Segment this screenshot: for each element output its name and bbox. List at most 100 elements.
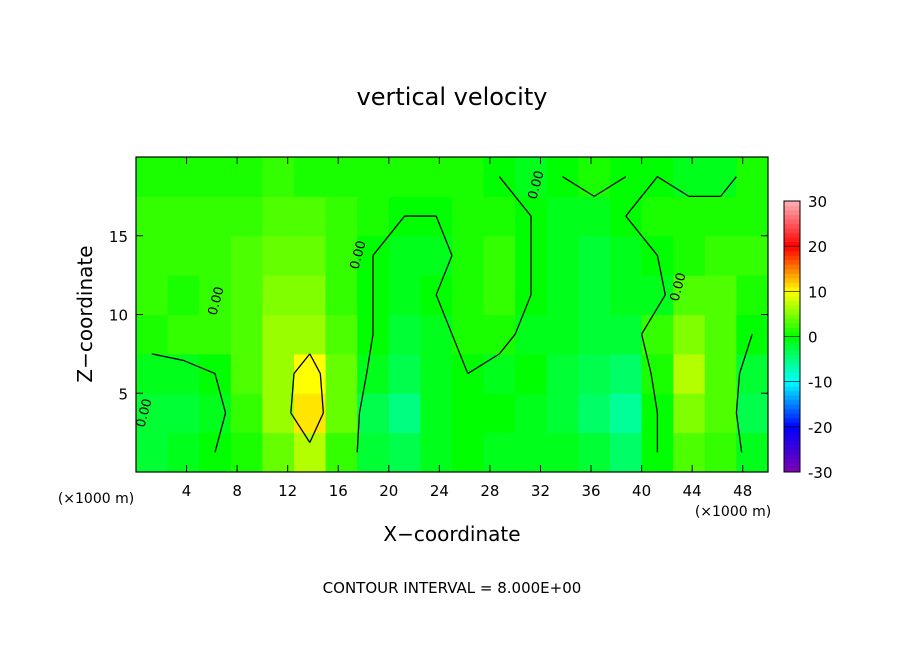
cell <box>167 432 200 472</box>
contour-line <box>290 373 295 413</box>
contour-line <box>656 255 666 295</box>
colorbar-step <box>784 359 800 365</box>
colorbar-step <box>784 399 800 405</box>
contour-line <box>657 176 690 197</box>
cell <box>325 432 358 472</box>
colorbar-step <box>784 268 800 274</box>
cell <box>167 393 200 434</box>
colorbar-step <box>784 422 800 428</box>
contour-line <box>372 215 406 256</box>
cell <box>673 157 706 197</box>
cell <box>483 353 516 394</box>
colorbar-step <box>784 205 800 211</box>
x-tick-label: 4 <box>182 482 192 500</box>
colorbar-step <box>784 309 800 315</box>
cell <box>610 432 643 472</box>
colorbar-step <box>784 435 800 441</box>
colorbar-step <box>784 404 800 410</box>
colorbar-step <box>784 426 800 432</box>
cell <box>167 196 200 237</box>
contour-line <box>214 373 227 414</box>
colorbar-step <box>784 372 800 378</box>
x-axis-label: X−coordinate <box>383 522 520 546</box>
contour-line <box>514 294 532 335</box>
cell <box>262 432 295 472</box>
cell <box>294 235 327 276</box>
cell <box>704 196 737 237</box>
contour-line <box>309 353 321 374</box>
cell <box>546 235 579 276</box>
cell <box>294 157 327 197</box>
chart-title: vertical velocity <box>357 83 548 111</box>
colorbar-step <box>784 313 800 319</box>
cell <box>483 393 516 434</box>
cell <box>546 353 579 394</box>
contour-line <box>625 176 658 217</box>
cell <box>673 196 706 237</box>
colorbar-step <box>784 467 800 473</box>
colorbar-step <box>784 255 800 261</box>
cell <box>199 275 232 315</box>
cell <box>199 432 232 472</box>
cell <box>736 275 768 315</box>
cell <box>452 432 485 472</box>
cell <box>230 275 263 315</box>
colorbar-step <box>784 345 800 351</box>
contour-line <box>451 333 469 374</box>
colorbar-step <box>784 449 800 455</box>
colorbar-step <box>784 390 800 396</box>
cell <box>230 157 263 197</box>
cell <box>736 157 768 197</box>
colorbar-tick-label: 0 <box>808 329 818 347</box>
cell <box>294 275 327 315</box>
colorbar-step <box>784 350 800 356</box>
x-unit-label: (×1000 m) <box>695 504 771 520</box>
colorbar-step <box>784 250 800 256</box>
cell <box>515 353 548 394</box>
contour-line <box>319 373 324 413</box>
cell <box>483 235 516 276</box>
x-tick-label: 44 <box>683 482 702 500</box>
contour-line <box>290 412 311 443</box>
cell <box>199 157 232 197</box>
footer: CONTOUR INTERVAL = 8.000E+00 <box>323 579 582 597</box>
cell <box>325 196 358 237</box>
colorbar-step <box>784 363 800 369</box>
colorbar-step <box>784 318 800 324</box>
cell <box>704 275 737 315</box>
cell <box>199 393 232 434</box>
colorbar-tick-label: 10 <box>808 283 827 301</box>
cell <box>199 235 232 276</box>
x-tick-label: 48 <box>733 482 752 500</box>
colorbar-step <box>784 286 800 292</box>
cell <box>136 275 169 315</box>
cell <box>262 314 295 355</box>
colorbar-tick-label: -20 <box>808 419 833 437</box>
colorbar-tick-label: 30 <box>808 193 827 211</box>
cell <box>357 432 390 472</box>
cell <box>578 314 611 355</box>
cell <box>136 393 169 434</box>
cell <box>325 314 358 355</box>
cell <box>420 353 453 394</box>
cell <box>578 275 611 315</box>
cell <box>452 235 485 276</box>
cell <box>610 353 643 394</box>
colorbar-step <box>784 327 800 333</box>
contour-line <box>640 334 652 374</box>
x-tick-label: 32 <box>531 482 550 500</box>
cell <box>610 314 643 355</box>
cell <box>294 432 327 472</box>
cell <box>452 393 485 434</box>
contour-label: 0.00 <box>668 271 690 303</box>
colorbar-step <box>784 277 800 283</box>
colorbar-step <box>784 273 800 279</box>
cell <box>262 353 295 394</box>
cell <box>704 235 737 276</box>
cell <box>736 235 768 276</box>
colorbar-step <box>784 210 800 216</box>
contour-line <box>498 176 532 217</box>
contour-label: 0.00 <box>526 169 548 201</box>
cell <box>483 314 516 355</box>
